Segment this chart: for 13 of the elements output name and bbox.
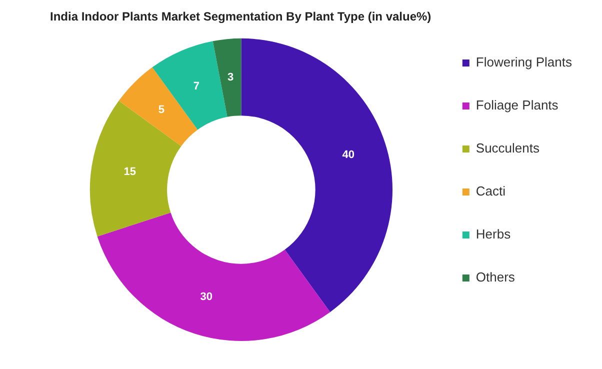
- data-label: 3: [228, 72, 234, 84]
- data-label: 7: [193, 80, 200, 92]
- legend-label: Flowering Plants: [476, 54, 572, 70]
- legend-label: Foliage Plants: [476, 98, 559, 113]
- legend-label: Cacti: [476, 184, 506, 199]
- legend-label: Herbs: [476, 226, 512, 242]
- data-label: 15: [124, 166, 136, 178]
- data-label: 40: [342, 148, 355, 161]
- data-label: 5: [158, 104, 165, 116]
- legend-label: Succulents: [476, 140, 540, 156]
- data-label: 30: [200, 290, 212, 303]
- legend-label: Others: [476, 270, 516, 285]
- chart-title: India Indoor Plants Market Segmentation By Plant Type (in value%): [50, 10, 432, 24]
